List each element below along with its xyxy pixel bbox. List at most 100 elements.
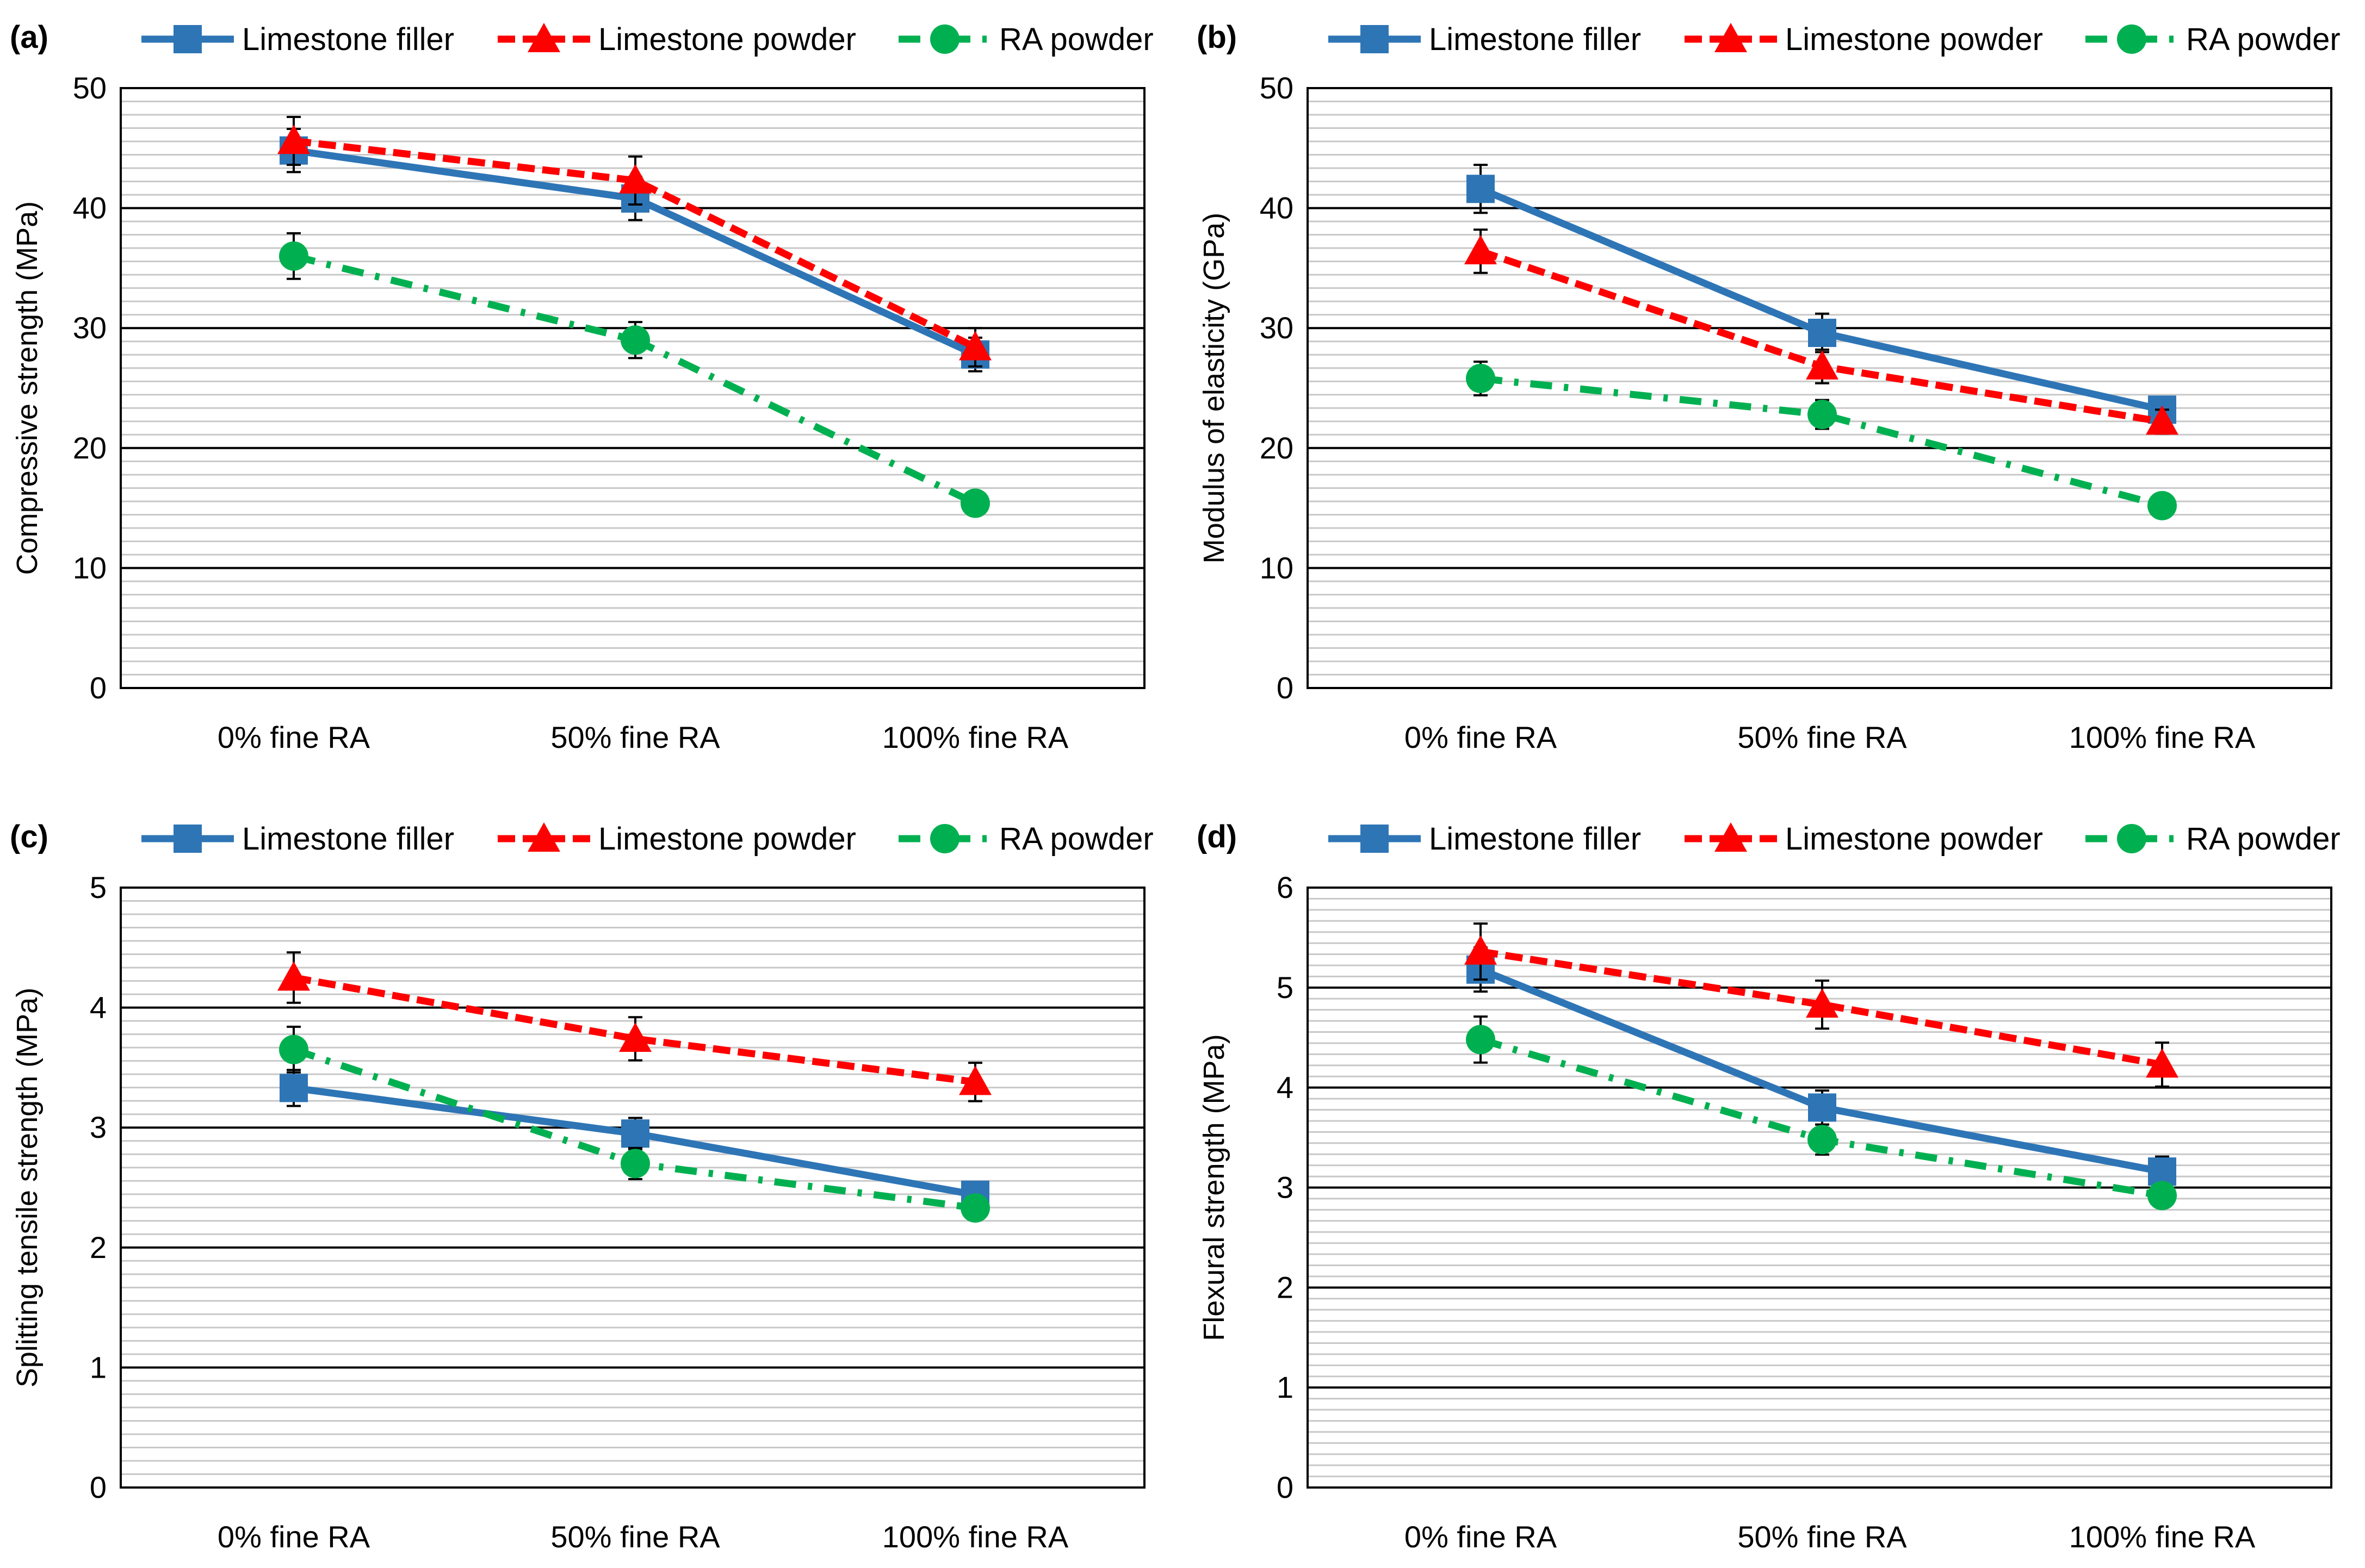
- legend-label-2: Limestone powder: [598, 821, 856, 857]
- panel-letter: (a): [10, 20, 48, 55]
- chart-panel-2: 0 10 20 30 40 50 0% fine RA 50% fine RA 100% fin…: [1197, 20, 2341, 754]
- data-point: [961, 488, 990, 518]
- y-tick-label: 2: [1277, 1270, 1293, 1304]
- plot-area-border: [120, 87, 1146, 689]
- y-tick-label: 5: [90, 870, 107, 904]
- legend-label-3: RA powder: [999, 821, 1154, 857]
- y-tick-label: 30: [1260, 311, 1293, 345]
- y-tick-label: 0: [1277, 1470, 1293, 1504]
- y-axis-title: Compressive strength (MPa): [11, 201, 44, 575]
- legend-marker-3: [930, 24, 959, 54]
- y-tick-label: 3: [90, 1110, 107, 1144]
- y-tick-label: 50: [1260, 71, 1293, 105]
- panel-letter: (c): [10, 819, 48, 854]
- plot-area-border: [120, 887, 1146, 1489]
- x-category-label: 100% fine RA: [882, 720, 1069, 754]
- x-category-label: 50% fine RA: [550, 720, 720, 754]
- data-point: [279, 1034, 308, 1064]
- chart-panel-4: 0 1 2 3 4 5 6 0% fine RA 50% fine RA 100% fine RA…: [1197, 819, 2341, 1554]
- x-category-label: 50% fine RA: [1737, 720, 1907, 754]
- legend-marker-2: [528, 23, 560, 52]
- data-point: [1808, 1093, 1836, 1122]
- legend-marker-1: [174, 825, 202, 853]
- y-tick-label: 20: [1260, 431, 1293, 465]
- y-tick-label: 10: [73, 550, 107, 585]
- series-line-2: [293, 974, 976, 1086]
- legend-label-1: Limestone filler: [242, 22, 454, 57]
- data-point: [1466, 363, 1495, 393]
- data-point: [621, 325, 650, 355]
- data-point: [277, 961, 310, 991]
- data-point: [959, 331, 992, 361]
- y-axis-title: Flexural strength (MPa): [1198, 1034, 1230, 1341]
- y-tick-label: 4: [1277, 1070, 1293, 1105]
- plot-area-border: [1307, 887, 2332, 1489]
- data-point: [621, 1119, 649, 1148]
- y-tick-label: 0: [1277, 671, 1293, 705]
- legend-marker-2: [1714, 822, 1747, 852]
- y-axis-title: Splitting tensile strength (MPa): [11, 988, 44, 1387]
- y-tick-label: 5: [1277, 970, 1293, 1005]
- x-category-label: 100% fine RA: [2069, 1520, 2256, 1554]
- legend-label-1: Limestone filler: [1429, 22, 1641, 57]
- y-tick-label: 3: [1277, 1170, 1293, 1205]
- y-tick-label: 1: [1277, 1370, 1293, 1404]
- data-point: [277, 125, 310, 154]
- panel-letter: (b): [1197, 20, 1237, 55]
- y-tick-label: 30: [73, 311, 107, 345]
- x-category-label: 0% fine RA: [218, 720, 370, 754]
- x-category-label: 0% fine RA: [1404, 1520, 1557, 1554]
- y-tick-label: 1: [90, 1350, 107, 1384]
- data-point: [2146, 405, 2178, 435]
- data-point: [2147, 1181, 2177, 1211]
- data-point: [279, 241, 308, 271]
- legend-marker-3: [2117, 824, 2146, 853]
- data-point: [621, 1149, 650, 1179]
- series-line-2: [293, 137, 977, 351]
- legend-label-2: Limestone powder: [598, 22, 856, 57]
- legend-label-2: Limestone powder: [1785, 22, 2043, 57]
- legend-label-1: Limestone filler: [1429, 821, 1641, 857]
- y-tick-label: 0: [90, 1470, 107, 1504]
- data-point: [1807, 400, 1837, 430]
- data-point: [1464, 235, 1497, 265]
- data-point: [619, 1022, 652, 1052]
- y-tick-label: 0: [90, 671, 107, 705]
- data-point: [280, 1074, 308, 1102]
- legend-label-1: Limestone filler: [242, 821, 454, 857]
- y-axis-title: Modulus of elasticity (GPa): [1198, 213, 1230, 563]
- plot-area-border: [1307, 87, 2332, 689]
- legend-marker-3: [2117, 24, 2146, 54]
- y-tick-label: 50: [73, 71, 107, 105]
- legend-marker-1: [174, 25, 202, 53]
- data-point: [2147, 491, 2177, 520]
- y-tick-label: 10: [1260, 550, 1293, 585]
- series-line-2: [1480, 948, 2163, 1068]
- data-point: [619, 164, 652, 194]
- legend-marker-3: [930, 824, 959, 853]
- data-point: [1466, 1025, 1495, 1055]
- data-point: [1466, 175, 1495, 203]
- panel-letter: (d): [1197, 819, 1237, 854]
- y-tick-label: 4: [90, 990, 107, 1025]
- legend-marker-1: [1360, 825, 1389, 853]
- legend-label-2: Limestone powder: [1785, 821, 2043, 857]
- x-category-label: 50% fine RA: [1737, 1520, 1907, 1554]
- legend-label-3: RA powder: [2186, 821, 2341, 857]
- data-point: [1806, 988, 1838, 1018]
- data-point: [2146, 1048, 2178, 1078]
- data-point: [959, 1065, 992, 1095]
- y-tick-label: 2: [90, 1230, 107, 1265]
- x-category-label: 0% fine RA: [218, 1520, 370, 1554]
- legend-marker-2: [1714, 23, 1747, 52]
- legend-marker-1: [1360, 25, 1389, 53]
- series-line-3: [1480, 375, 2163, 509]
- data-point: [1806, 350, 1838, 380]
- data-point: [1464, 935, 1497, 965]
- data-point: [1807, 1125, 1837, 1155]
- data-point: [961, 1193, 990, 1223]
- x-category-label: 0% fine RA: [1404, 720, 1557, 754]
- series-line-3: [293, 252, 977, 507]
